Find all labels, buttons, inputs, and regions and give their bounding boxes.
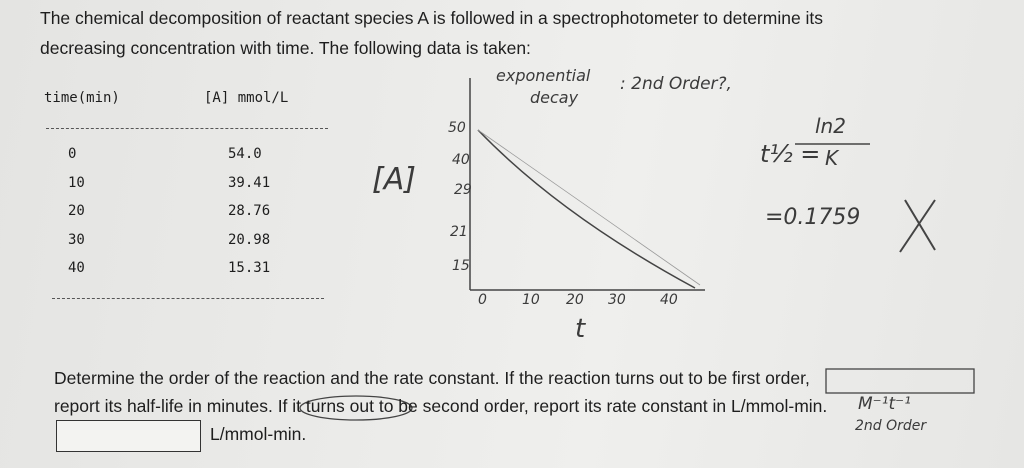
- sketch-tick-label: 0: [478, 292, 487, 308]
- question-line: report its half-life in minutes. If it t…: [54, 396, 828, 416]
- note: decay: [530, 88, 579, 107]
- intro-line: decreasing concentration with time. The …: [40, 38, 531, 58]
- cross: [899, 199, 936, 253]
- sketch-tick-label: 30: [608, 292, 626, 308]
- table-cell: 20: [68, 203, 85, 219]
- axis-note: [A]: [372, 162, 416, 197]
- table-rule: [52, 298, 324, 299]
- note: =0.1759: [765, 205, 861, 230]
- question-line: Determine the order of the reaction and …: [54, 368, 810, 388]
- sketch-tick-label: 29: [454, 182, 472, 198]
- table-cell: 15.31: [228, 260, 271, 276]
- sketch-tick-label: 50: [448, 120, 466, 136]
- axis-note: t: [575, 314, 586, 344]
- table-cell: 0: [68, 146, 77, 162]
- table-cell: 30: [68, 231, 85, 248]
- note: t½ =: [760, 140, 821, 168]
- sketch-tick-label: 21: [450, 224, 468, 240]
- sketch-line: [477, 129, 701, 286]
- intro-line: The chemical decomposition of reactant s…: [40, 8, 824, 28]
- table-cell: 54.0: [228, 146, 262, 162]
- box-mark: [825, 368, 975, 394]
- table-cell: 39.41: [228, 174, 271, 191]
- sketch-tick-label: 10: [522, 292, 540, 308]
- circle-mark: [299, 395, 413, 421]
- sketch-curve: [477, 129, 696, 289]
- note: M⁻¹t⁻¹: [858, 394, 911, 414]
- table-cell: 20.98: [228, 231, 271, 248]
- note: : 2nd Order?,: [620, 74, 732, 94]
- note: exponential: [496, 66, 591, 85]
- table-header: time(min): [44, 90, 120, 106]
- note: 2nd Order: [855, 418, 927, 434]
- table-cell: 40: [68, 260, 85, 276]
- note: K: [825, 146, 839, 170]
- answer-unit: L/mmol-min.: [210, 424, 307, 444]
- table-header: [A] mmol/L: [204, 90, 289, 106]
- table-cell: 10: [68, 174, 85, 191]
- table-cell: 28.76: [228, 203, 271, 219]
- sketch-tick-label: 40: [452, 152, 470, 168]
- note: ln2: [815, 114, 846, 138]
- sketch-tick-label: 15: [452, 258, 470, 274]
- sketch-tick-label: 40: [660, 292, 678, 308]
- table-rule: [46, 128, 328, 129]
- answer-input[interactable]: [56, 420, 201, 452]
- sketch-tick-label: 20: [566, 292, 584, 308]
